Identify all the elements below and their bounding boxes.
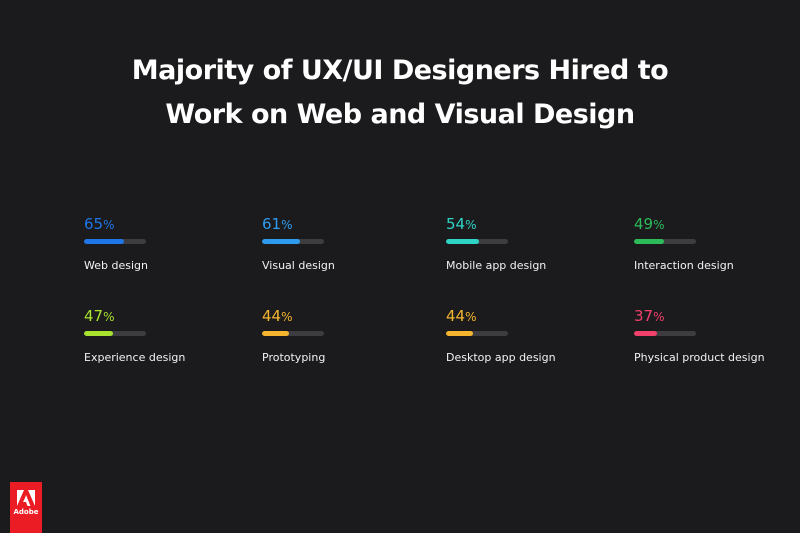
percentage-unit: % [653, 310, 665, 324]
progress-bar-fill [84, 331, 114, 336]
stat-experience-design: 47% Experience design [84, 308, 264, 365]
percentage-value: 61% [262, 216, 442, 233]
category-label: Visual design [262, 259, 335, 272]
stat-web-design: 65% Web design [84, 216, 264, 273]
percentage-number: 47 [84, 307, 104, 325]
progress-bar-fill [262, 239, 300, 244]
title-line-2: Work on Web and Visual Design [165, 99, 635, 130]
category-label: Experience design [84, 351, 186, 364]
percentage-value: 44% [446, 308, 626, 325]
progress-bar-track [634, 239, 696, 244]
percentage-unit: % [465, 218, 477, 232]
category-label: Prototyping [262, 351, 326, 364]
title-line-1: Majority of UX/UI Designers Hired to [131, 55, 669, 86]
progress-bar-fill [446, 239, 480, 244]
progress-bar-fill [446, 331, 474, 336]
percentage-unit: % [281, 310, 293, 324]
percentage-unit: % [653, 218, 665, 232]
progress-bar-fill [84, 239, 125, 244]
adobe-logo-icon [17, 490, 35, 506]
percentage-number: 49 [634, 215, 654, 233]
stat-mobile-app-design: 54% Mobile app design [446, 216, 626, 273]
progress-bar-track [262, 239, 324, 244]
progress-bar-track [84, 239, 146, 244]
adobe-logo-text: Adobe [13, 508, 39, 516]
progress-bar-fill [262, 331, 290, 336]
percentage-value: 37% [634, 308, 800, 325]
percentage-unit: % [103, 218, 115, 232]
percentage-number: 44 [446, 307, 466, 325]
percentage-unit: % [281, 218, 293, 232]
category-label: Desktop app design [446, 351, 556, 364]
percentage-value: 47% [84, 308, 264, 325]
chart-title: Majority of UX/UI Designers Hired to Wor… [0, 49, 800, 137]
progress-bar-track [84, 331, 146, 336]
percentage-number: 54 [446, 215, 466, 233]
stat-desktop-app-design: 44% Desktop app design [446, 308, 626, 365]
percentage-value: 54% [446, 216, 626, 233]
stat-interaction-design: 49% Interaction design [634, 216, 800, 273]
progress-bar-fill [634, 331, 657, 336]
percentage-number: 61 [262, 215, 282, 233]
category-label: Web design [84, 259, 148, 272]
percentage-unit: % [465, 310, 477, 324]
stat-visual-design: 61% Visual design [262, 216, 442, 273]
percentage-number: 44 [262, 307, 282, 325]
category-label: Interaction design [634, 259, 734, 272]
category-label: Physical product design [634, 351, 765, 364]
progress-bar-track [446, 239, 508, 244]
percentage-number: 65 [84, 215, 104, 233]
stat-prototyping: 44% Prototyping [262, 308, 442, 365]
percentage-value: 65% [84, 216, 264, 233]
stat-physical-product-design: 37% Physical product design [634, 308, 800, 365]
percentage-number: 37 [634, 307, 654, 325]
percentage-unit: % [103, 310, 115, 324]
percentage-value: 49% [634, 216, 800, 233]
percentage-value: 44% [262, 308, 442, 325]
adobe-logo: Adobe [10, 482, 42, 533]
progress-bar-track [262, 331, 324, 336]
category-label: Mobile app design [446, 259, 547, 272]
progress-bar-track [446, 331, 508, 336]
progress-bar-fill [634, 239, 665, 244]
progress-bar-track [634, 331, 696, 336]
